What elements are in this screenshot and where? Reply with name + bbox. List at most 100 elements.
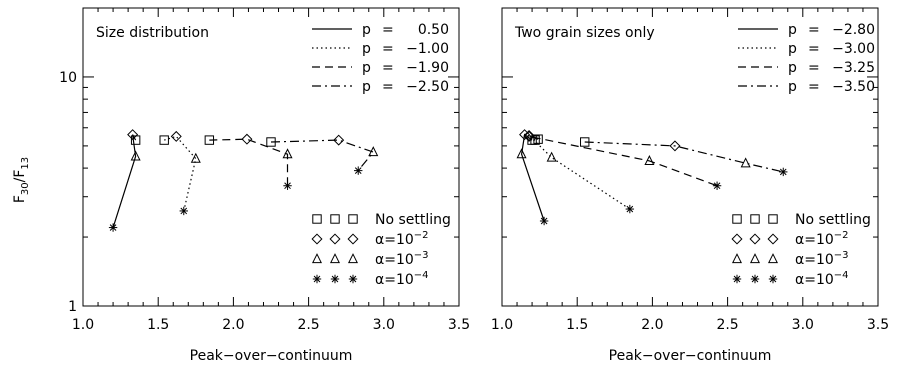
ylabel-slash: /F	[12, 170, 28, 183]
legend-p: p	[362, 22, 371, 38]
plot-frame	[501, 7, 879, 307]
marker-legend-entry: No settling	[312, 212, 451, 228]
data-point-diamond	[241, 133, 253, 145]
plot-frame	[82, 7, 460, 307]
series-4	[580, 137, 788, 177]
alpha-exponent: −2	[834, 230, 849, 241]
marker-legend-label: α=10−3	[375, 250, 429, 268]
x-tick-label: 3.0	[792, 317, 814, 333]
alpha-eq: =10	[804, 252, 834, 268]
legend-eq: =	[808, 41, 820, 57]
legend-marker-square	[768, 214, 778, 224]
legend-p: p	[362, 60, 371, 76]
marker-legend-label: α=10−2	[375, 230, 429, 248]
series-3	[523, 130, 722, 190]
marker-legend-label: No settling	[795, 212, 871, 228]
legend-value: 0.50	[418, 22, 449, 38]
series-3	[204, 133, 293, 190]
legend-entry: p = −3.25	[738, 60, 875, 76]
legend-eq: =	[382, 60, 394, 76]
data-point-asterisk	[283, 181, 292, 190]
legend-p: p	[788, 79, 797, 95]
data-point-triangle	[740, 157, 751, 168]
panel-size-distribution: 1.0 1.5 2.0 2.5 3.0 3.5 1 10 Peak−over−continuum…	[59, 7, 470, 364]
series-2	[523, 130, 635, 214]
data-point-asterisk	[179, 206, 188, 216]
legend-marker-diamond	[767, 233, 779, 245]
marker-legend-entry: α=10−4	[732, 270, 849, 288]
data-point-asterisk	[108, 223, 118, 232]
series-line	[112, 134, 137, 228]
legend-entry: p = −3.00	[738, 41, 875, 57]
x-tick-label: 1.5	[147, 317, 169, 333]
x-tick-label: 1.0	[491, 317, 513, 333]
legend-eq: =	[382, 22, 394, 38]
legend-p: p	[788, 41, 797, 57]
y-tick-label: 1	[68, 299, 77, 315]
marker-legend-label: α=10−3	[795, 250, 849, 268]
legend-marker-square	[750, 214, 760, 224]
legend-marker-square	[348, 214, 358, 224]
legend-marker-square	[330, 214, 340, 224]
x-tick-label: 3.5	[867, 317, 889, 333]
ylabel-main: F	[12, 195, 28, 203]
series-2	[159, 130, 201, 216]
legend-marker-diamond	[311, 233, 323, 245]
ylabel-sub2: 13	[20, 157, 31, 170]
marker-legend-entry: α=10−3	[731, 250, 849, 268]
legend-p: p	[788, 60, 797, 76]
x-tick-label: 3.5	[448, 317, 470, 333]
legend-entry: p = −2.80	[738, 22, 875, 38]
data-point-diamond	[523, 130, 535, 142]
marker-legend-entry: α=10−4	[312, 270, 429, 288]
x-axis-label: Peak−over−continuum	[190, 348, 353, 364]
data-point-triangle	[130, 150, 141, 161]
legend-marker-asterisk	[732, 274, 742, 284]
data-point-diamond	[523, 130, 535, 142]
legend-entry: p = −1.00	[312, 41, 449, 57]
series-4	[266, 134, 379, 175]
series-line	[209, 138, 289, 186]
marker-legend-label: α=10−2	[795, 230, 849, 248]
y-axis-label: F30/F13	[12, 157, 31, 203]
legend-value: −3.25	[832, 60, 875, 76]
legend-marker-triangle	[329, 253, 341, 264]
legend-marker-diamond	[347, 233, 359, 245]
panel-title: Size distribution	[96, 25, 209, 41]
legend-marker-triangle	[347, 253, 359, 264]
legend-entry: p = 0.50	[312, 22, 449, 38]
legend-eq: =	[382, 41, 394, 57]
series-line	[520, 133, 545, 222]
legend-p: p	[788, 22, 797, 38]
marker-legend-entry: α=10−2	[731, 230, 849, 248]
alpha-exponent: −2	[414, 230, 429, 241]
data-point-triangle	[516, 148, 527, 159]
legend-entry: p = −2.50	[312, 79, 449, 95]
legend-marker-asterisk	[768, 274, 778, 284]
legend-eq: =	[382, 79, 394, 95]
legend-entry: p = −1.90	[312, 60, 449, 76]
data-point-asterisk	[625, 204, 635, 214]
legend-value: −1.90	[406, 60, 449, 76]
data-point-triangle	[368, 146, 379, 157]
alpha-exponent: −3	[414, 250, 429, 261]
legend-marker-asterisk	[750, 274, 760, 284]
series-line	[528, 135, 631, 210]
legend-marker-triangle	[767, 253, 779, 264]
legend-marker-triangle	[749, 253, 761, 264]
alpha-symbol: α	[375, 252, 384, 268]
x-tick-label: 2.0	[641, 317, 663, 333]
data-point-asterisk	[354, 166, 363, 175]
alpha-symbol: α	[795, 272, 804, 288]
alpha-exponent: −4	[414, 270, 429, 281]
alpha-symbol: α	[375, 232, 384, 248]
legend-p: p	[362, 41, 371, 57]
alpha-eq: =10	[804, 232, 834, 248]
legend-marker-square	[312, 214, 322, 224]
data-point-square	[204, 135, 215, 145]
legend-marker-asterisk	[348, 274, 358, 284]
data-point-square	[266, 137, 276, 147]
legend-value: −2.50	[406, 79, 449, 95]
series-line	[584, 141, 784, 173]
x-tick-label: 3.0	[373, 317, 395, 333]
